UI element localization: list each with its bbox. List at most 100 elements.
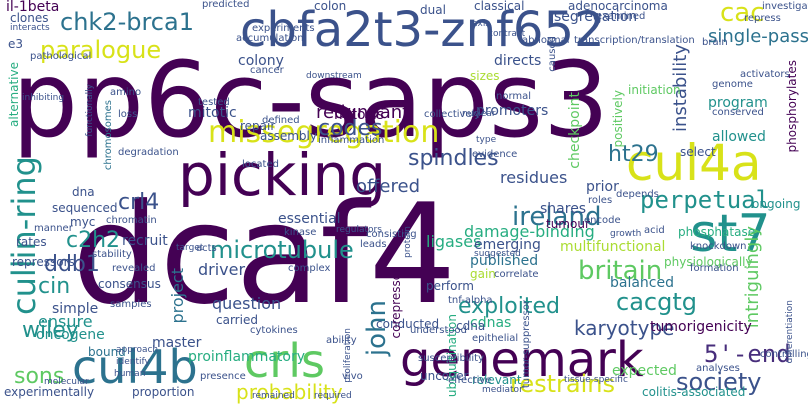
word-ht29: ht29	[608, 142, 659, 167]
word-sizes: sizes	[470, 69, 500, 83]
word-initiation: initiation	[628, 83, 681, 97]
word-nuclear: nuclear	[462, 109, 496, 119]
word-cac: cac	[720, 0, 765, 28]
word-growth: growth	[610, 229, 642, 239]
word-codes: codes	[318, 116, 383, 141]
word-expected: expected	[612, 363, 677, 379]
word-colony: colony	[238, 53, 284, 69]
word-repair: repair	[240, 119, 276, 133]
word-acid: acid	[644, 225, 665, 236]
word-samples: samples	[110, 299, 152, 310]
word-degradation: degradation	[118, 147, 179, 158]
word-bound: bound	[88, 345, 126, 359]
word-single-pass: single-pass	[708, 26, 808, 47]
word-stability: stability	[92, 249, 132, 260]
word-sons: sons	[14, 364, 65, 389]
word-emerging: emerging	[474, 237, 541, 253]
word-corepressor: corepressor	[389, 268, 403, 339]
word-molecular: molecular	[44, 377, 89, 387]
word-pp6c-saps3: pp6c-saps3	[12, 39, 610, 161]
word-functionally: functionally	[85, 84, 95, 137]
word-human: human	[114, 369, 146, 379]
word-inflammation: inflammation	[318, 135, 385, 146]
word-proportion: proportion	[132, 385, 195, 399]
word-pathological: pathological	[30, 51, 92, 62]
word-positively: positively	[611, 90, 625, 148]
word-shares: shares	[540, 201, 587, 217]
word-britain: britain	[578, 256, 663, 286]
word-multifunctional: multifunctional	[560, 239, 666, 255]
word-chk2-brca1: chk2-brca1	[60, 8, 194, 36]
word-phosphatase: phosphatase	[678, 225, 756, 239]
word-collectively: collectively	[424, 109, 481, 120]
word-contrast: contrast	[488, 29, 526, 39]
word-ability: ability	[326, 335, 357, 346]
word-correlate: correlate	[494, 269, 539, 280]
word-axis: axis	[472, 19, 491, 29]
word-ensure: ensure	[38, 312, 93, 331]
word-cbfa2t3-znf652: cbfa2t3-znf652	[240, 2, 605, 58]
word-project: project	[168, 268, 187, 324]
word-simple: simple	[52, 301, 99, 317]
word-cancer: cancer	[250, 65, 284, 76]
word-ongoing: ongoing	[752, 197, 801, 211]
word-consisting: consisting	[366, 229, 417, 240]
word-chromatin: chromatin	[106, 215, 157, 226]
word-located: located	[242, 159, 279, 170]
word-prior: prior	[586, 179, 619, 195]
word-il-1beta: il-1beta	[6, 0, 60, 15]
word-tumor-suppressor: tumor-suppressor	[521, 300, 532, 389]
word-society: society	[676, 368, 762, 396]
word-acts: acts	[196, 243, 217, 254]
word-approach: approach	[116, 345, 159, 355]
word-cul4b: cul4b	[72, 340, 198, 394]
word-probability: probability	[236, 380, 343, 404]
word-roles: roles	[588, 195, 613, 206]
word-gain: gain	[470, 267, 496, 281]
word-exploited: exploited	[458, 294, 560, 319]
word-activators: activators	[740, 69, 790, 80]
word-microtubule: microtubule	[210, 236, 354, 264]
word-depends: depends	[616, 189, 659, 200]
word-physiologically: physiologically	[664, 255, 753, 269]
word-investigate: investigate	[762, 1, 808, 12]
word-ireland: ireland	[512, 202, 602, 232]
word-colitis-associated: colitis-associated	[642, 385, 746, 399]
word-picking: picking	[178, 141, 387, 209]
word-transcription: transcription/translation	[574, 35, 695, 46]
word-formation: formation	[690, 263, 739, 274]
word-caused: caused	[547, 36, 558, 72]
word-brain: brain	[702, 37, 728, 48]
word-c2h2: c2h2	[66, 228, 121, 253]
word-spindles: spindles	[408, 146, 499, 171]
word-differentiation: differentiation	[785, 300, 795, 364]
word-genemark: genemark	[400, 332, 644, 388]
word-regulators: regulators	[336, 225, 382, 235]
word-chromosomes: chromosomes	[103, 100, 114, 171]
word-effective: effective	[448, 375, 492, 386]
word-understood: understood	[410, 325, 468, 336]
word-dual: dual	[420, 3, 446, 17]
word-intriguingly: intriguingly	[742, 226, 763, 329]
word-required: required	[314, 391, 352, 401]
word-tumour: tumour	[546, 217, 590, 231]
word-tested: tested	[198, 97, 230, 108]
word-cul4a: cul4a	[626, 134, 762, 192]
word-susceptibility: susceptibility	[418, 353, 484, 364]
word-assembly: assembly	[260, 129, 317, 143]
word-segregation: segregation	[554, 9, 638, 25]
word-adenocarcinoma: adenocarcinoma	[568, 0, 668, 13]
word-damage-binding: damage-binding	[464, 222, 595, 241]
word-cytokines: cytokines	[250, 325, 298, 336]
word-wiley: wiley	[22, 318, 79, 343]
word-ligases: ligases	[426, 232, 482, 251]
word-program: program	[708, 95, 768, 111]
word-mitosis: mitosis	[334, 107, 385, 123]
word-abnormal: abnormal	[522, 35, 570, 46]
word-crls: crls	[244, 334, 325, 388]
word-master: master	[152, 335, 202, 351]
word-5-end: 5'-end	[704, 340, 791, 368]
word-relevant: relevant	[472, 373, 522, 387]
word-driver: driver	[198, 260, 246, 279]
